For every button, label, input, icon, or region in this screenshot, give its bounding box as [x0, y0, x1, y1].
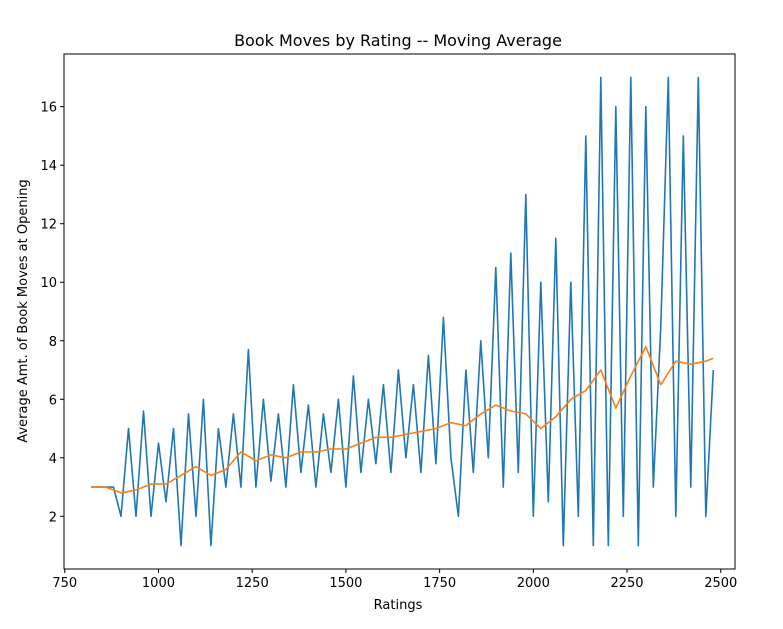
y-tick-label: 14: [40, 159, 57, 174]
chart-title: Book Moves by Rating -- Moving Average: [234, 31, 562, 50]
x-tick-label: 1500: [329, 576, 362, 591]
y-tick-label: 16: [40, 101, 57, 116]
x-tick-label: 2500: [704, 576, 737, 591]
x-tick-label: 1000: [142, 576, 175, 591]
y-tick-label: 6: [49, 393, 57, 408]
series-line: [91, 76, 715, 547]
y-tick-label: 12: [40, 218, 57, 233]
x-tick-label: 750: [52, 576, 77, 591]
plot-frame: [63, 53, 736, 570]
y-tick-label: 2: [49, 510, 57, 525]
x-tick-label: 1250: [236, 576, 269, 591]
y-axis-label: Average Amt. of Book Moves at Opening: [16, 179, 31, 442]
x-tick-label: 2000: [517, 576, 550, 591]
y-tick-label: 4: [49, 452, 57, 467]
y-tick-label: 8: [49, 335, 57, 350]
y-tick-label: 10: [40, 276, 57, 291]
x-tick-label: 2250: [610, 576, 643, 591]
x-axis-label: Ratings: [374, 598, 423, 613]
x-tick-label: 1750: [423, 576, 456, 591]
series-line: [91, 345, 714, 494]
